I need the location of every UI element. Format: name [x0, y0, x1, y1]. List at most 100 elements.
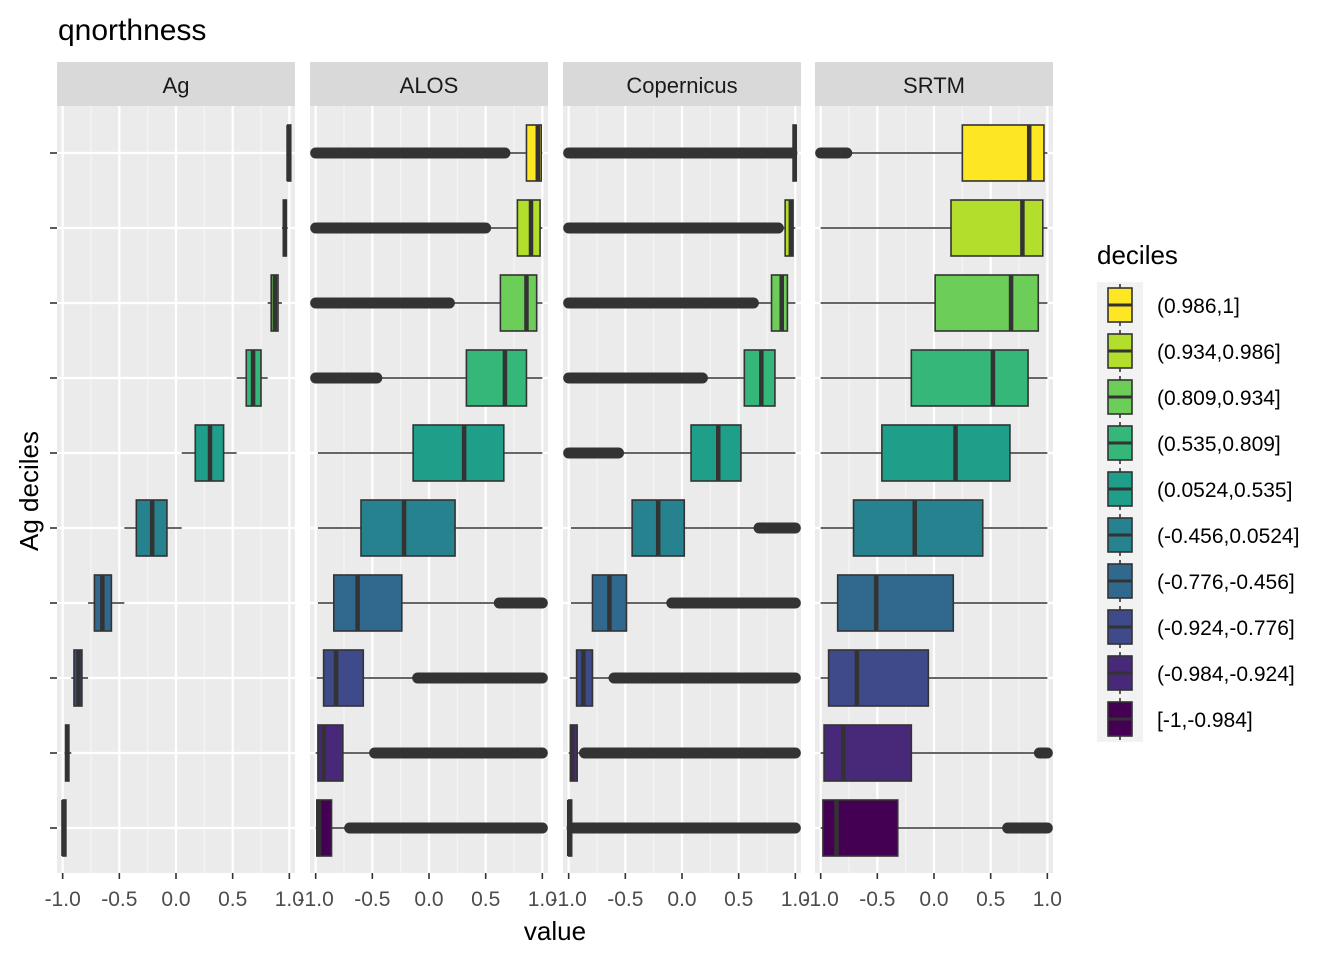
box-3: [310, 274, 543, 332]
legend-item: (0.0524,0.535]: [1107, 468, 1292, 510]
box-4: [236, 349, 268, 407]
x-tick-label: 1.0: [1033, 888, 1062, 911]
legend-title: deciles: [1097, 240, 1178, 270]
legend-label: (0.809,0.934]: [1157, 387, 1281, 410]
x-tick-label: 1.0: [781, 888, 810, 911]
legend-item: (-0.924,-0.776]: [1107, 606, 1295, 648]
box-9: [315, 724, 548, 782]
panel-ag: Ag -1.0 -0.5 0.0 0.5 1.0: [45, 62, 304, 911]
box-5: [563, 424, 796, 482]
box-4: [310, 349, 543, 407]
box-7: [317, 574, 548, 632]
legend-label: (-0.456,0.0524]: [1157, 525, 1299, 548]
box-7: [88, 574, 125, 632]
panel-copernicus: Copernicus -1.0 -0.5 0.0 0.5 1.0: [551, 62, 810, 911]
box-iqr: [827, 649, 930, 707]
x-tick-label: -0.5: [607, 888, 643, 911]
box-iqr: [881, 424, 1011, 482]
legend-label: (0.535,0.809]: [1157, 433, 1281, 456]
box-2: [563, 199, 796, 257]
box-8: [71, 649, 89, 707]
box-9: [568, 724, 801, 782]
legend-item: (0.535,0.809]: [1107, 422, 1281, 464]
box-5: [317, 424, 543, 482]
box-iqr: [852, 499, 984, 557]
box-iqr: [360, 499, 456, 557]
box-1: [286, 124, 292, 182]
x-tick-label: 1.0: [275, 888, 304, 911]
facet-strip: [563, 62, 801, 106]
box-iqr: [322, 649, 365, 707]
x-tick-label: -0.5: [859, 888, 895, 911]
legend: deciles (0.986,1] (0.934,0.986] (0.809,0.9…: [1097, 240, 1299, 742]
legend-label: [-1,-0.984]: [1157, 709, 1253, 732]
box-6: [570, 499, 801, 557]
box-10: [820, 799, 1053, 857]
box-1: [563, 124, 798, 182]
box-2: [820, 199, 1048, 257]
box-iqr: [934, 274, 1040, 332]
legend-label: (0.986,1]: [1157, 295, 1240, 318]
box-5: [181, 424, 237, 482]
box-iqr: [516, 199, 541, 257]
box-iqr: [836, 574, 955, 632]
box-7: [820, 574, 1048, 632]
facet-strip-label: SRTM: [903, 73, 965, 98]
legend-item: (-0.984,-0.924]: [1107, 652, 1295, 694]
chart-title: qnorthness: [58, 14, 206, 47]
x-tick-label: -0.5: [101, 888, 137, 911]
box-8: [820, 649, 1048, 707]
box-10: [315, 799, 548, 857]
box-2: [310, 199, 543, 257]
box-7: [570, 574, 801, 632]
legend-label: (0.934,0.986]: [1157, 341, 1281, 364]
panel-alos: ALOS -1.0 -0.5 0.0 0.5 1.0: [298, 62, 557, 911]
box-iqr: [823, 724, 913, 782]
x-tick-label: -1.0: [45, 888, 81, 911]
box-1: [310, 124, 543, 182]
facet-strip: [57, 62, 295, 106]
box-10: [61, 799, 67, 857]
x-tick-label: 0.0: [919, 888, 948, 911]
box-8: [316, 649, 548, 707]
box-iqr: [465, 349, 528, 407]
legend-label: (0.0524,0.535]: [1157, 479, 1292, 502]
legend-label: (-0.776,-0.456]: [1157, 571, 1295, 594]
y-axis-title: Ag deciles: [14, 431, 44, 551]
box-iqr: [499, 274, 538, 332]
legend-label: (-0.924,-0.776]: [1157, 617, 1295, 640]
box-6: [317, 499, 543, 557]
box-1: [815, 124, 1048, 182]
x-tick-label: 1.0: [528, 888, 557, 911]
x-tick-label: -1.0: [551, 888, 587, 911]
legend-item: (0.986,1]: [1107, 284, 1240, 326]
box-iqr: [332, 574, 403, 632]
box-iqr: [412, 424, 505, 482]
box-2: [281, 199, 288, 257]
box-iqr: [950, 199, 1044, 257]
box-3: [820, 274, 1048, 332]
legend-item: (0.934,0.986]: [1107, 330, 1281, 372]
facet-strip-label: ALOS: [400, 73, 459, 98]
x-tick-label: 0.5: [218, 888, 247, 911]
x-tick-label: 0.0: [161, 888, 190, 911]
box-3: [267, 274, 282, 332]
facet-strip: [815, 62, 1053, 106]
x-tick-label: 0.5: [471, 888, 500, 911]
box-9: [64, 724, 72, 782]
box-5: [820, 424, 1048, 482]
facet-strip-label: Copernicus: [626, 73, 737, 98]
x-tick-label: 0.5: [724, 888, 753, 911]
x-tick-label: -0.5: [354, 888, 390, 911]
box-iqr: [910, 349, 1029, 407]
box-6: [124, 499, 182, 557]
box-iqr: [770, 274, 789, 332]
legend-item: [-1,-0.984]: [1107, 698, 1253, 740]
box-iqr: [690, 424, 742, 482]
x-tick-label: 0.0: [667, 888, 696, 911]
box-iqr: [961, 124, 1045, 182]
x-axis-title: value: [524, 916, 586, 946]
box-iqr: [822, 799, 899, 857]
facet-strip: [310, 62, 548, 106]
